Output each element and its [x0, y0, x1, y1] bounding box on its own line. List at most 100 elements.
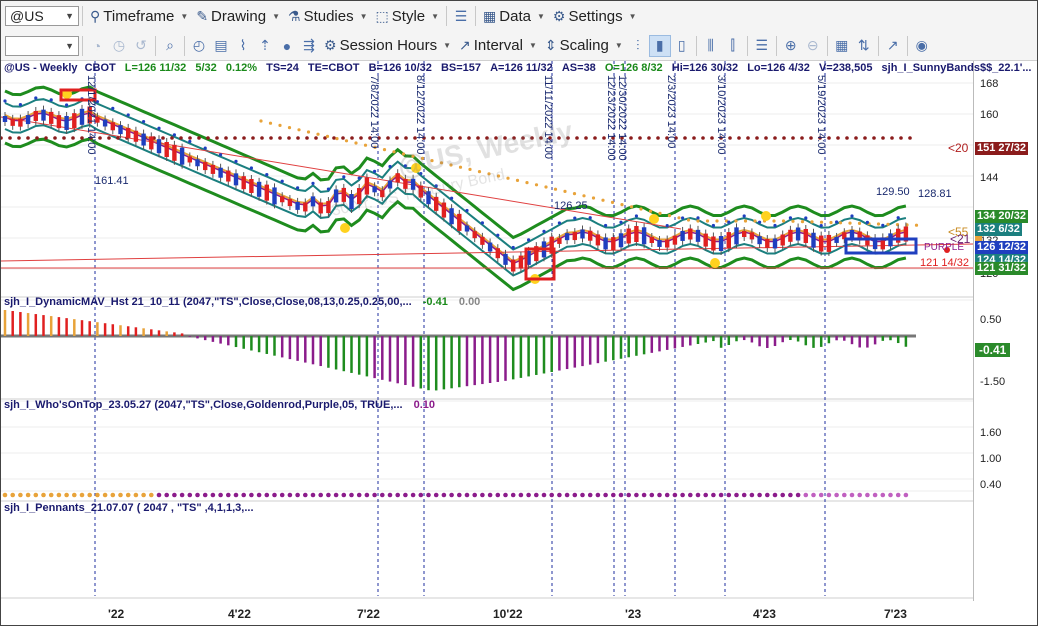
dotted-line-dot [881, 223, 885, 227]
studies-menu[interactable]: ⚗ Studies ▼ [284, 5, 372, 27]
dotted-line-dot [773, 223, 777, 228]
marker-dot [411, 163, 421, 173]
image-icon[interactable]: ▤ [214, 37, 228, 53]
candlestick-icon[interactable]: ▮ [648, 34, 671, 57]
price-badge-red-dots: 151 27/32 [975, 142, 1028, 155]
marker-dot [340, 223, 350, 233]
dotted-line-dot [686, 218, 691, 222]
symbol-combo[interactable]: @US ▼ [5, 6, 79, 26]
panels-icon[interactable]: ☰ [454, 7, 468, 24]
align-icon[interactable]: ⇶ [303, 37, 315, 53]
dotted-line-dot [896, 216, 900, 220]
zoom-out-icon[interactable]: ⊖ [806, 37, 819, 53]
divider [877, 35, 879, 56]
gauge-icon[interactable]: ◔ [92, 37, 102, 54]
candle-body [41, 109, 46, 121]
candle-body [25, 115, 31, 125]
pane3-title: sjh_I_Who'sOnTop_23.05.27 (2047,"TS",Clo… [4, 399, 435, 411]
signal-box [844, 237, 918, 255]
pennant-dot [549, 492, 554, 498]
dotted-line-dot [377, 136, 381, 140]
chevron-down-icon: ▼ [65, 40, 74, 51]
dotted-line-dot [413, 136, 417, 140]
bar-chart-icon[interactable]: ⫶ [636, 37, 640, 53]
candle-body [203, 162, 208, 171]
dotted-line-dot [62, 136, 66, 140]
dotted-line-dot [314, 136, 318, 140]
settings-menu[interactable]: ⚙ Settings ▼ [549, 5, 641, 27]
dotted-line-dot [573, 216, 577, 220]
dotted-line-dot [639, 207, 643, 211]
pennant-dot [695, 492, 701, 498]
calendar-icon[interactable]: ▦ [835, 37, 849, 53]
speedometer-icon[interactable]: ◴ [192, 37, 206, 53]
divider [184, 35, 185, 56]
pane2-tick: -1.50 [980, 376, 1006, 388]
chart-area[interactable] [1, 61, 973, 601]
chart-canvas[interactable] [1, 61, 973, 601]
candle-body [341, 187, 346, 202]
dotted-line-dot [411, 154, 415, 158]
ohlc-icon[interactable]: ⫼ [707, 37, 714, 53]
candle-body [295, 201, 300, 210]
label-128-81: 128.81 [918, 188, 952, 200]
dotted-line-dot [440, 136, 444, 140]
data-menu[interactable]: ▦ Data ▼ [479, 5, 549, 27]
candle-body [680, 230, 685, 241]
x-axis-label: 10'22 [493, 607, 523, 621]
candle-body [688, 228, 693, 240]
data-label: Data [499, 7, 531, 25]
scaling-menu[interactable]: ⇕ Scaling ▼ [541, 35, 627, 57]
x-axis-label: 7'23 [884, 607, 907, 621]
pennant-dot [79, 492, 85, 498]
eye-icon[interactable]: ◉ [915, 37, 928, 53]
zoom-icon[interactable]: ⌕ [166, 37, 174, 53]
clock-icon[interactable]: ◷ [112, 37, 126, 53]
hollow-candle-icon[interactable]: ▯ [677, 37, 686, 53]
sort-icon[interactable]: ⇅ [857, 37, 870, 53]
candle-body [426, 191, 431, 205]
dotted-line-dot [296, 136, 300, 140]
pennant-dot [256, 492, 262, 498]
reset-icon[interactable]: ↺ [135, 37, 147, 53]
pin-icon[interactable]: ● [282, 37, 292, 54]
orange-mav [4, 109, 907, 263]
add-chart-icon[interactable]: ↗ [886, 37, 899, 53]
candle-body [480, 236, 485, 245]
volume: V=238,505 [818, 62, 873, 74]
timeframe-menu[interactable]: ⚲ Timeframe ▼ [86, 5, 192, 27]
dotted-line-dot [260, 136, 264, 140]
candle-body [18, 118, 23, 127]
divider [775, 35, 777, 56]
symbol-label: @US - Weekly [4, 62, 78, 74]
style-menu[interactable]: ⬚ Style ▼ [372, 5, 444, 27]
dotted-line-dot [876, 222, 881, 226]
candle-body [233, 173, 239, 186]
price-axis[interactable]: 168 160 156 144 132 128 120 151 27/32 13… [973, 61, 1037, 601]
zoom-in-icon[interactable]: ⊕ [784, 37, 797, 53]
event-label: 12/30/2022 14:00 [616, 75, 628, 161]
dotted-line-dot [388, 164, 392, 169]
pennant-dot [418, 492, 424, 498]
cursor-icon[interactable]: ⇡ [259, 37, 271, 53]
volume-icon[interactable]: ⫿ [730, 37, 735, 53]
pennant-dot [611, 492, 616, 498]
pennant-dot [380, 492, 385, 498]
pennant-dot [2, 492, 8, 498]
chevron-down-icon: ▼ [272, 11, 280, 21]
pane2-value-badge: -0.41 [975, 343, 1011, 357]
candle-body [626, 228, 631, 244]
session-hours-menu[interactable]: ⚙ Session Hours ▼ [320, 35, 455, 57]
layout-combo[interactable]: ▼ [5, 35, 79, 56]
dotted-line-dot [591, 196, 596, 200]
candle-body [511, 259, 516, 272]
drawing-menu[interactable]: ✎ Drawing ▼ [192, 5, 284, 27]
dotted-line-dot [1, 136, 3, 140]
line-chart-icon[interactable]: ⌇ [239, 37, 247, 53]
interval-menu[interactable]: ↗ Interval ▼ [455, 35, 541, 57]
panels-icon[interactable]: ☰ [755, 37, 769, 53]
dotted-line-dot [350, 136, 354, 140]
pennant-dot [395, 492, 401, 498]
candle-body [557, 237, 562, 244]
candle-body [303, 202, 308, 212]
